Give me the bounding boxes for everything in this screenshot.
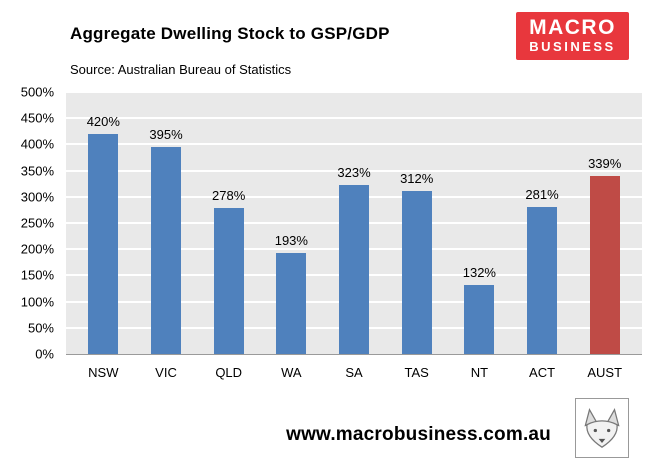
bar-slot: 132% — [448, 92, 511, 354]
bar-act — [527, 206, 558, 354]
bar-vic — [151, 147, 181, 354]
y-tick-label: 0% — [35, 346, 54, 362]
logo-text-macro: MACRO — [529, 16, 616, 40]
gridline — [66, 92, 642, 93]
value-label-nt: 132% — [462, 264, 496, 280]
website-url[interactable]: www.macrobusiness.com.au — [286, 424, 551, 445]
y-tick-label: 250% — [20, 215, 54, 231]
y-tick-label: 350% — [20, 163, 54, 179]
value-label-nsw: 420% — [86, 113, 120, 129]
value-label-wa: 193% — [274, 232, 308, 248]
bar-slot: 339% — [573, 92, 636, 354]
value-label-vic: 395% — [149, 127, 183, 143]
bar-slot: 420% — [72, 92, 135, 354]
logo-text-business: BUSINESS — [529, 39, 616, 55]
x-tick-label-tas: TAS — [404, 365, 429, 380]
y-tick-label: 400% — [20, 136, 54, 152]
chart-title: Aggregate Dwelling Stock to GSP/GDP — [70, 24, 390, 43]
y-tick-label: 150% — [20, 267, 54, 283]
x-tick-label-nsw: NSW — [88, 365, 119, 380]
gridline — [66, 143, 642, 146]
value-label-tas: 312% — [400, 170, 434, 186]
x-tick-label-vic: VIC — [155, 365, 177, 380]
bar-slot: 323% — [323, 92, 386, 354]
value-label-act: 281% — [525, 186, 559, 202]
y-tick-label: 300% — [20, 189, 54, 205]
bar-chart: 0% 50% 100% 150% 200% 250% 300% 350% 400% 450% 500… — [10, 86, 642, 388]
bar-slot: 278% — [197, 92, 260, 354]
y-tick-label: 500% — [20, 84, 54, 100]
bar-slot: 312% — [385, 92, 448, 354]
x-tick-label-act: ACT — [529, 365, 556, 380]
value-label-sa: 323% — [337, 164, 371, 180]
x-tick-label-nt: NT — [470, 365, 489, 380]
gridline — [66, 117, 642, 120]
x-axis-labels: NSW VIC QLD WA SA TAS NT ACT AUST — [66, 355, 642, 380]
x-tick-label-aust: AUST — [587, 365, 623, 380]
bar-sa — [339, 184, 370, 354]
bar-tas — [401, 190, 432, 354]
y-tick-label: 50% — [27, 320, 54, 336]
bar-nt — [464, 284, 495, 354]
bar-nsw — [88, 133, 119, 354]
fox-illustration — [584, 408, 620, 448]
plot-area: 420% 395% 278% 193% 323% 312% 132% 281% 339% — [66, 92, 642, 355]
y-tick-label: 200% — [20, 241, 54, 257]
source-caption: Source: Australian Bureau of Statistics — [70, 62, 292, 77]
bar-aust — [589, 176, 620, 354]
fox-logo-icon — [575, 398, 629, 458]
x-tick-label-sa: SA — [345, 365, 363, 380]
y-tick-label: 100% — [20, 294, 54, 310]
bars-container: 420% 395% 278% 193% 323% 312% 132% 281% 339% — [66, 92, 642, 354]
gridline — [66, 169, 642, 172]
x-tick-label-qld: QLD — [215, 365, 243, 380]
y-axis-labels: 0% 50% 100% 150% 200% 250% 300% 350% 400% 450% 500… — [10, 86, 62, 361]
bar-slot: 395% — [135, 92, 198, 354]
bar-qld — [213, 208, 244, 354]
bar-slot: 281% — [511, 92, 574, 354]
y-tick-label: 450% — [20, 110, 54, 126]
x-tick-label-wa: WA — [281, 365, 302, 380]
bar-wa — [276, 252, 307, 354]
value-label-qld: 278% — [212, 188, 246, 204]
bar-slot: 193% — [260, 92, 323, 354]
value-label-aust: 339% — [588, 156, 622, 172]
macrobusiness-logo: MACRO BUSINESS — [516, 12, 629, 60]
